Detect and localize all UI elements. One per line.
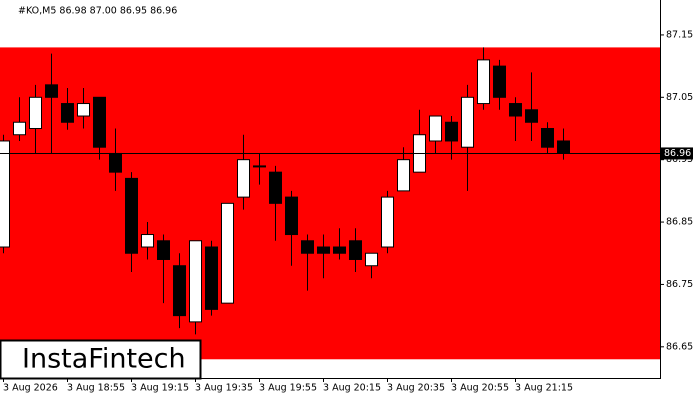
last-price-label: 86.96: [664, 148, 691, 159]
plot-area: [0, 47, 660, 360]
x-tick-label: 3 Aug 20:35: [387, 383, 445, 394]
brand-logo: InstaFintech: [0, 339, 202, 380]
candle-body: [557, 140, 570, 154]
y-tick-label: 87.15: [666, 29, 693, 40]
candle-body: [141, 234, 154, 248]
x-tick-label: 3 Aug 18:55: [67, 383, 125, 394]
candle-body: [477, 59, 490, 105]
candle-body: [333, 246, 346, 254]
x-tick-label: 3 Aug 20:55: [451, 383, 509, 394]
pattern-zone: [0, 47, 660, 360]
x-tick-label: 3 Aug 20:15: [323, 383, 381, 394]
candle-body: [365, 252, 378, 267]
x-tick-label: 3 Aug 2026: [3, 383, 58, 394]
x-tick-label: 3 Aug 21:15: [515, 383, 573, 394]
candle-body: [461, 96, 474, 148]
y-tick-label: 86.75: [666, 279, 693, 290]
candle-body: [525, 109, 538, 123]
candle-body: [93, 96, 106, 148]
x-tick-label: 3 Aug 19:55: [259, 383, 317, 394]
candle-body: [253, 165, 266, 168]
candle-body: [221, 202, 234, 304]
candle-body: [0, 140, 10, 248]
candle-body: [205, 246, 218, 310]
candle-body: [45, 84, 58, 98]
candle-body: [125, 177, 138, 254]
logo-box: [0, 339, 202, 380]
x-tick-label: 3 Aug 19:35: [195, 383, 253, 394]
candle-body: [397, 159, 410, 192]
candle-body: [77, 103, 90, 117]
candle-body: [157, 240, 170, 260]
candle-body: [189, 240, 202, 323]
candle-body: [317, 246, 330, 254]
last-price-box: [661, 147, 693, 160]
candle-body: [13, 121, 26, 136]
candle-body: [29, 96, 42, 129]
y-tick-label: 87.05: [666, 92, 693, 103]
candle-body: [509, 103, 522, 117]
candle-body: [237, 159, 250, 198]
x-tick-label: 3 Aug 19:15: [131, 383, 189, 394]
candle-body: [269, 171, 282, 204]
candle-body: [61, 103, 74, 123]
chart-header: #KO,M5 86.98 87.00 86.95 86.96: [18, 6, 177, 17]
candle-body: [381, 196, 394, 248]
candle-body: [445, 121, 458, 142]
logo-text: InstaFintech: [22, 344, 186, 375]
candle-body: [493, 65, 506, 98]
candle-body: [109, 152, 122, 173]
candle-body: [429, 115, 442, 142]
candle-body: [541, 127, 554, 148]
candle-body: [285, 196, 298, 236]
candle-body: [349, 240, 362, 260]
y-tick-label: 86.65: [666, 341, 693, 352]
candle-body: [301, 240, 314, 254]
candle-body: [173, 265, 186, 317]
y-tick-label: 86.85: [666, 217, 693, 228]
y-tick-label: 86.95: [666, 154, 693, 165]
